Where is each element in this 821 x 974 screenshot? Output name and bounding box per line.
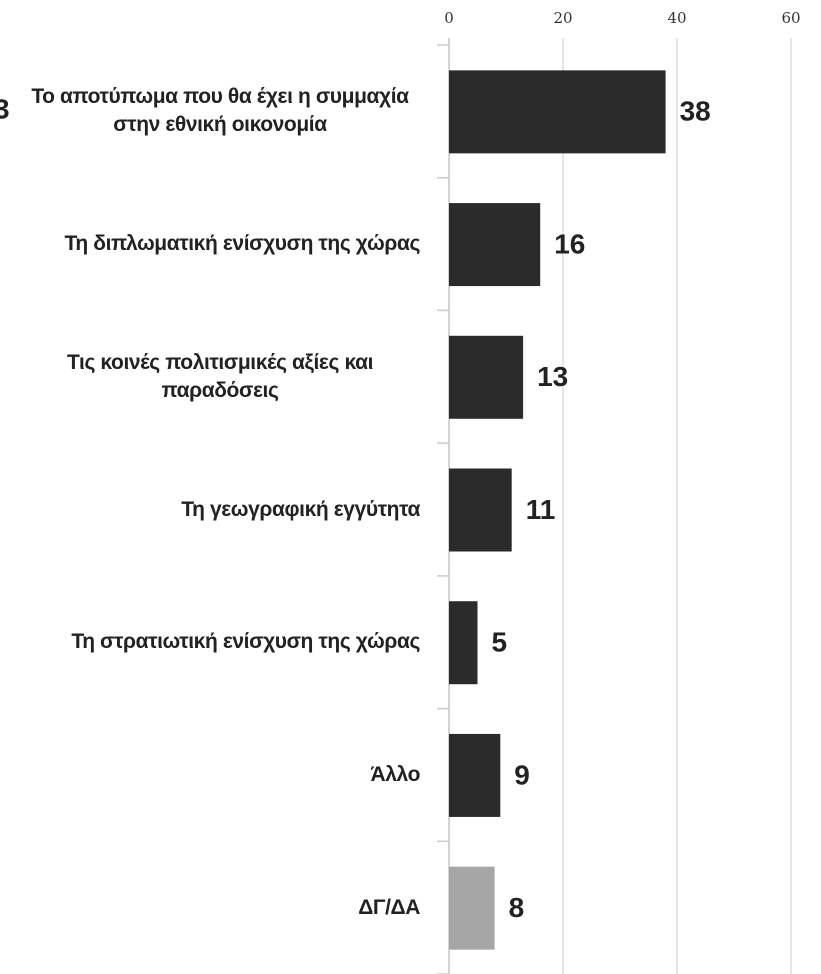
bar <box>449 203 541 287</box>
value-label: 9 <box>514 759 530 790</box>
category-label: Τη διπλωματική ενίσχυση της χώρας <box>64 232 421 256</box>
x-tick-label: 20 <box>553 9 572 27</box>
value-label: 13 <box>537 361 568 392</box>
x-tick-label: 0 <box>444 9 454 27</box>
value-label: 11 <box>526 494 556 525</box>
x-tick-label: 40 <box>667 9 686 27</box>
bar <box>449 70 666 154</box>
annotation: 3 <box>0 94 10 125</box>
value-label: 38 <box>680 96 711 127</box>
category-label: Τη στρατιωτική ενίσχυση της χώρας <box>71 630 420 654</box>
value-label: 5 <box>492 627 508 658</box>
category-label: Το αποτύπωμα που θα έχει η συμμαχία στην… <box>31 85 409 137</box>
value-label: 8 <box>509 892 525 923</box>
bar <box>449 601 478 685</box>
category-label: Τη γεωγραφική εγγύτητα <box>181 497 420 521</box>
category-label: ΔΓ/ΔΑ <box>358 895 420 919</box>
bar <box>449 733 501 817</box>
category-label: Τις κοινές πολιτισμικές αξίες και παραδό… <box>66 350 374 402</box>
value-label: 16 <box>554 228 585 259</box>
category-label: Άλλο <box>370 762 421 786</box>
bar <box>449 866 495 950</box>
x-tick-label: 60 <box>781 9 800 27</box>
bar <box>449 468 512 552</box>
bar <box>449 335 524 419</box>
